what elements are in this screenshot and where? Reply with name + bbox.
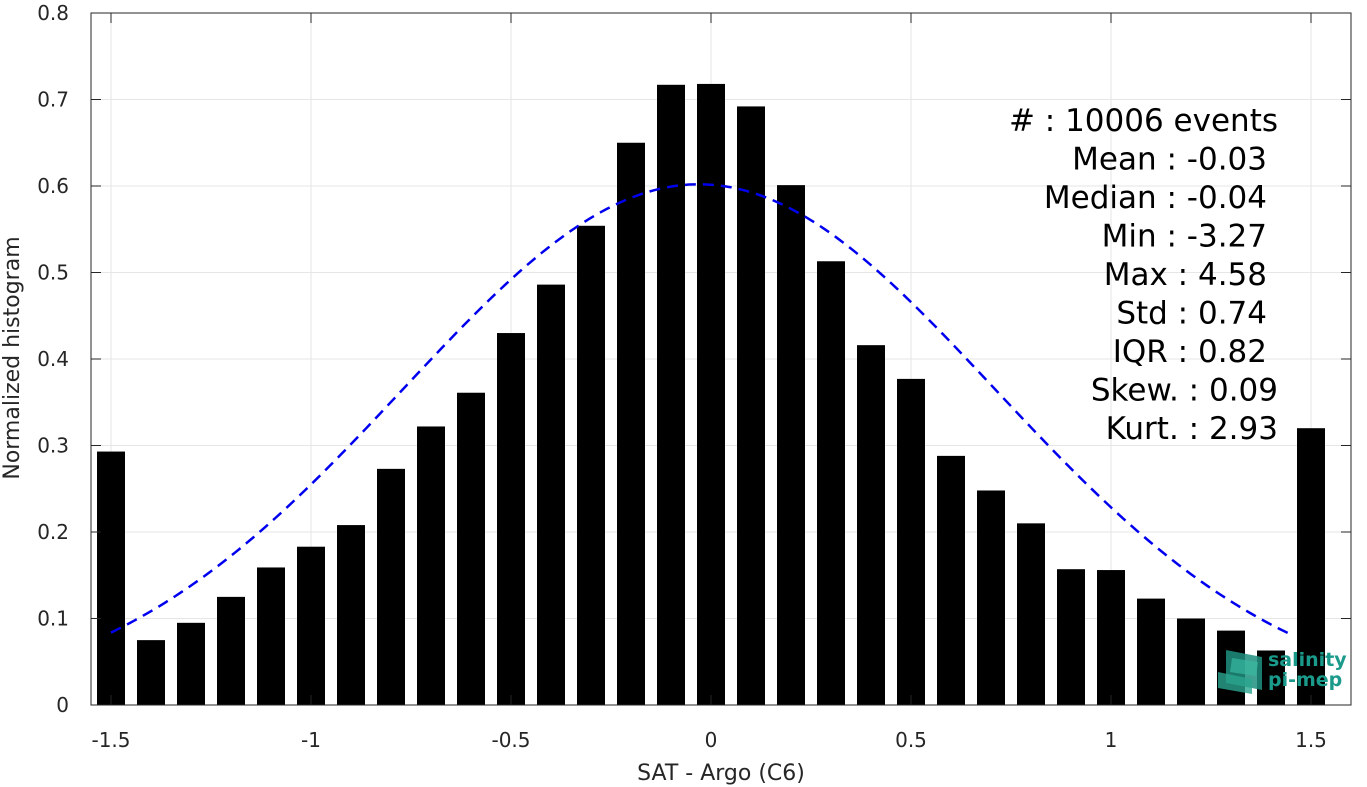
y-tick-label: 0.2 — [37, 520, 69, 544]
y-tick-label: 0.5 — [37, 261, 69, 285]
x-tick-label: -1 — [301, 728, 321, 752]
histogram-bar — [857, 345, 885, 705]
stat-line: Skew. : 0.09 — [1091, 373, 1278, 409]
y-tick-labels: 0 0.1 0.2 0.3 0.4 0.5 0.6 0.7 0.8 — [37, 1, 69, 717]
x-tick-label: 0.5 — [895, 728, 927, 752]
logo-text-salinity: salinity — [1268, 649, 1347, 671]
y-tick-label: 0.3 — [37, 434, 69, 458]
x-tick-label: 0 — [705, 728, 718, 752]
histogram-bar — [1057, 569, 1085, 705]
y-tick-label: 0.1 — [37, 607, 69, 631]
stat-line: IQR : 0.82 — [1113, 334, 1267, 370]
histogram-bar — [1297, 428, 1325, 705]
stat-line: # : 10006 events — [1009, 103, 1278, 139]
stat-line: Kurt. : 2.93 — [1106, 411, 1278, 447]
histogram-bar — [1097, 570, 1125, 705]
histogram-bar — [617, 142, 645, 705]
x-tick-label: 1.5 — [1295, 728, 1327, 752]
x-tick-label: -1.5 — [91, 728, 130, 752]
gaussian-fit-line — [110, 183, 1292, 636]
histogram-bar — [217, 596, 245, 705]
salinity-pimep-logo: salinity pi-mep — [1218, 649, 1347, 694]
stat-line: Median : -0.04 — [1044, 180, 1267, 216]
logo-cube-icon — [1218, 650, 1262, 694]
y-tick-label: 0.4 — [37, 347, 69, 371]
histogram-bar — [977, 490, 1005, 705]
histogram-bar — [457, 392, 485, 705]
histogram-bar — [337, 525, 365, 705]
y-tick-label: 0 — [56, 693, 69, 717]
histogram-bar — [1017, 523, 1045, 705]
x-axis-title: SAT - Argo (C6) — [637, 761, 805, 786]
histogram-bar — [1137, 598, 1165, 705]
histogram-bar — [537, 284, 565, 705]
y-tick-label: 0.7 — [37, 88, 69, 112]
stat-line: Min : -3.27 — [1102, 219, 1267, 255]
histogram-bar — [897, 378, 925, 705]
histogram-bars — [97, 83, 1325, 706]
histogram-bar — [937, 455, 965, 705]
y-tick-label: 0.6 — [37, 174, 69, 198]
histogram-bar — [737, 106, 765, 706]
x-tick-label: 1 — [1105, 728, 1118, 752]
histogram-bar — [697, 83, 725, 706]
histogram-bar — [657, 84, 685, 706]
histogram-bar — [257, 567, 285, 705]
stat-line: Std : 0.74 — [1116, 296, 1267, 332]
logo-text-pimep: pi-mep — [1268, 669, 1342, 691]
x-tick-labels: -1.5 -1 -0.5 0 0.5 1 1.5 — [91, 728, 1326, 752]
histogram-bar — [97, 451, 125, 705]
histogram-bar — [137, 640, 165, 705]
histogram-bar — [817, 261, 845, 705]
histogram-bar — [417, 426, 445, 705]
x-tick-label: -0.5 — [491, 728, 530, 752]
histogram-bar — [1177, 618, 1205, 705]
histogram-bar — [577, 225, 605, 706]
stat-line: Mean : -0.03 — [1072, 142, 1267, 178]
histogram-bar — [177, 622, 205, 705]
histogram-bar — [297, 546, 325, 705]
histogram-bar — [777, 185, 805, 705]
axis-ticks — [91, 12, 1351, 706]
y-tick-label: 0.8 — [37, 1, 69, 25]
stat-line: Max : 4.58 — [1104, 257, 1267, 293]
histogram-bar — [377, 468, 405, 705]
y-axis-title: Normalized histogram — [0, 236, 25, 479]
histogram-bar — [497, 333, 525, 705]
gaussian-fit-curve — [110, 183, 1292, 636]
